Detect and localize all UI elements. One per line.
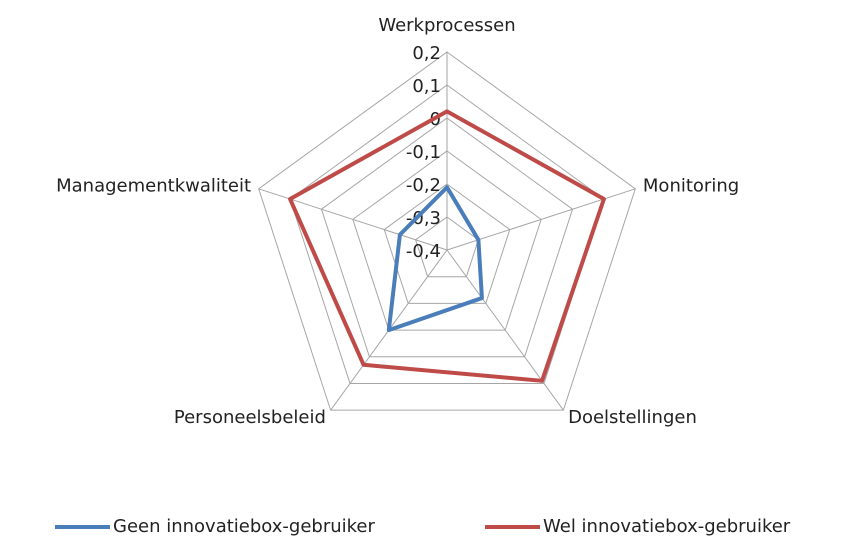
grid-ring bbox=[383, 183, 511, 304]
tick-label: -0,2 bbox=[406, 175, 441, 196]
legend-label: Geen innovatiebox-gebruiker bbox=[113, 516, 375, 537]
grid-ring bbox=[320, 117, 574, 358]
grid-ring bbox=[289, 84, 605, 384]
tick-label: -0,3 bbox=[406, 208, 441, 229]
tick-label: 0,2 bbox=[412, 43, 441, 64]
category-label: Managementkwaliteit bbox=[56, 175, 251, 196]
grid-ring bbox=[415, 216, 479, 278]
grid-ring bbox=[352, 150, 542, 331]
legend-label: Wel innovatiebox-gebruiker bbox=[543, 516, 791, 537]
tick-label: -0,4 bbox=[406, 241, 441, 262]
tick-label: 0,1 bbox=[412, 76, 441, 97]
category-label: Werkprocessen bbox=[378, 15, 515, 36]
spoke bbox=[446, 249, 564, 411]
grid-ring bbox=[258, 51, 636, 411]
category-label: Personeelsbeleid bbox=[174, 407, 326, 428]
series-line bbox=[386, 185, 484, 333]
tick-label: -0,1 bbox=[406, 142, 441, 163]
category-label: Monitoring bbox=[643, 175, 739, 196]
category-label: Doelstellingen bbox=[568, 407, 697, 428]
series-line bbox=[288, 109, 606, 383]
spoke bbox=[446, 188, 636, 251]
